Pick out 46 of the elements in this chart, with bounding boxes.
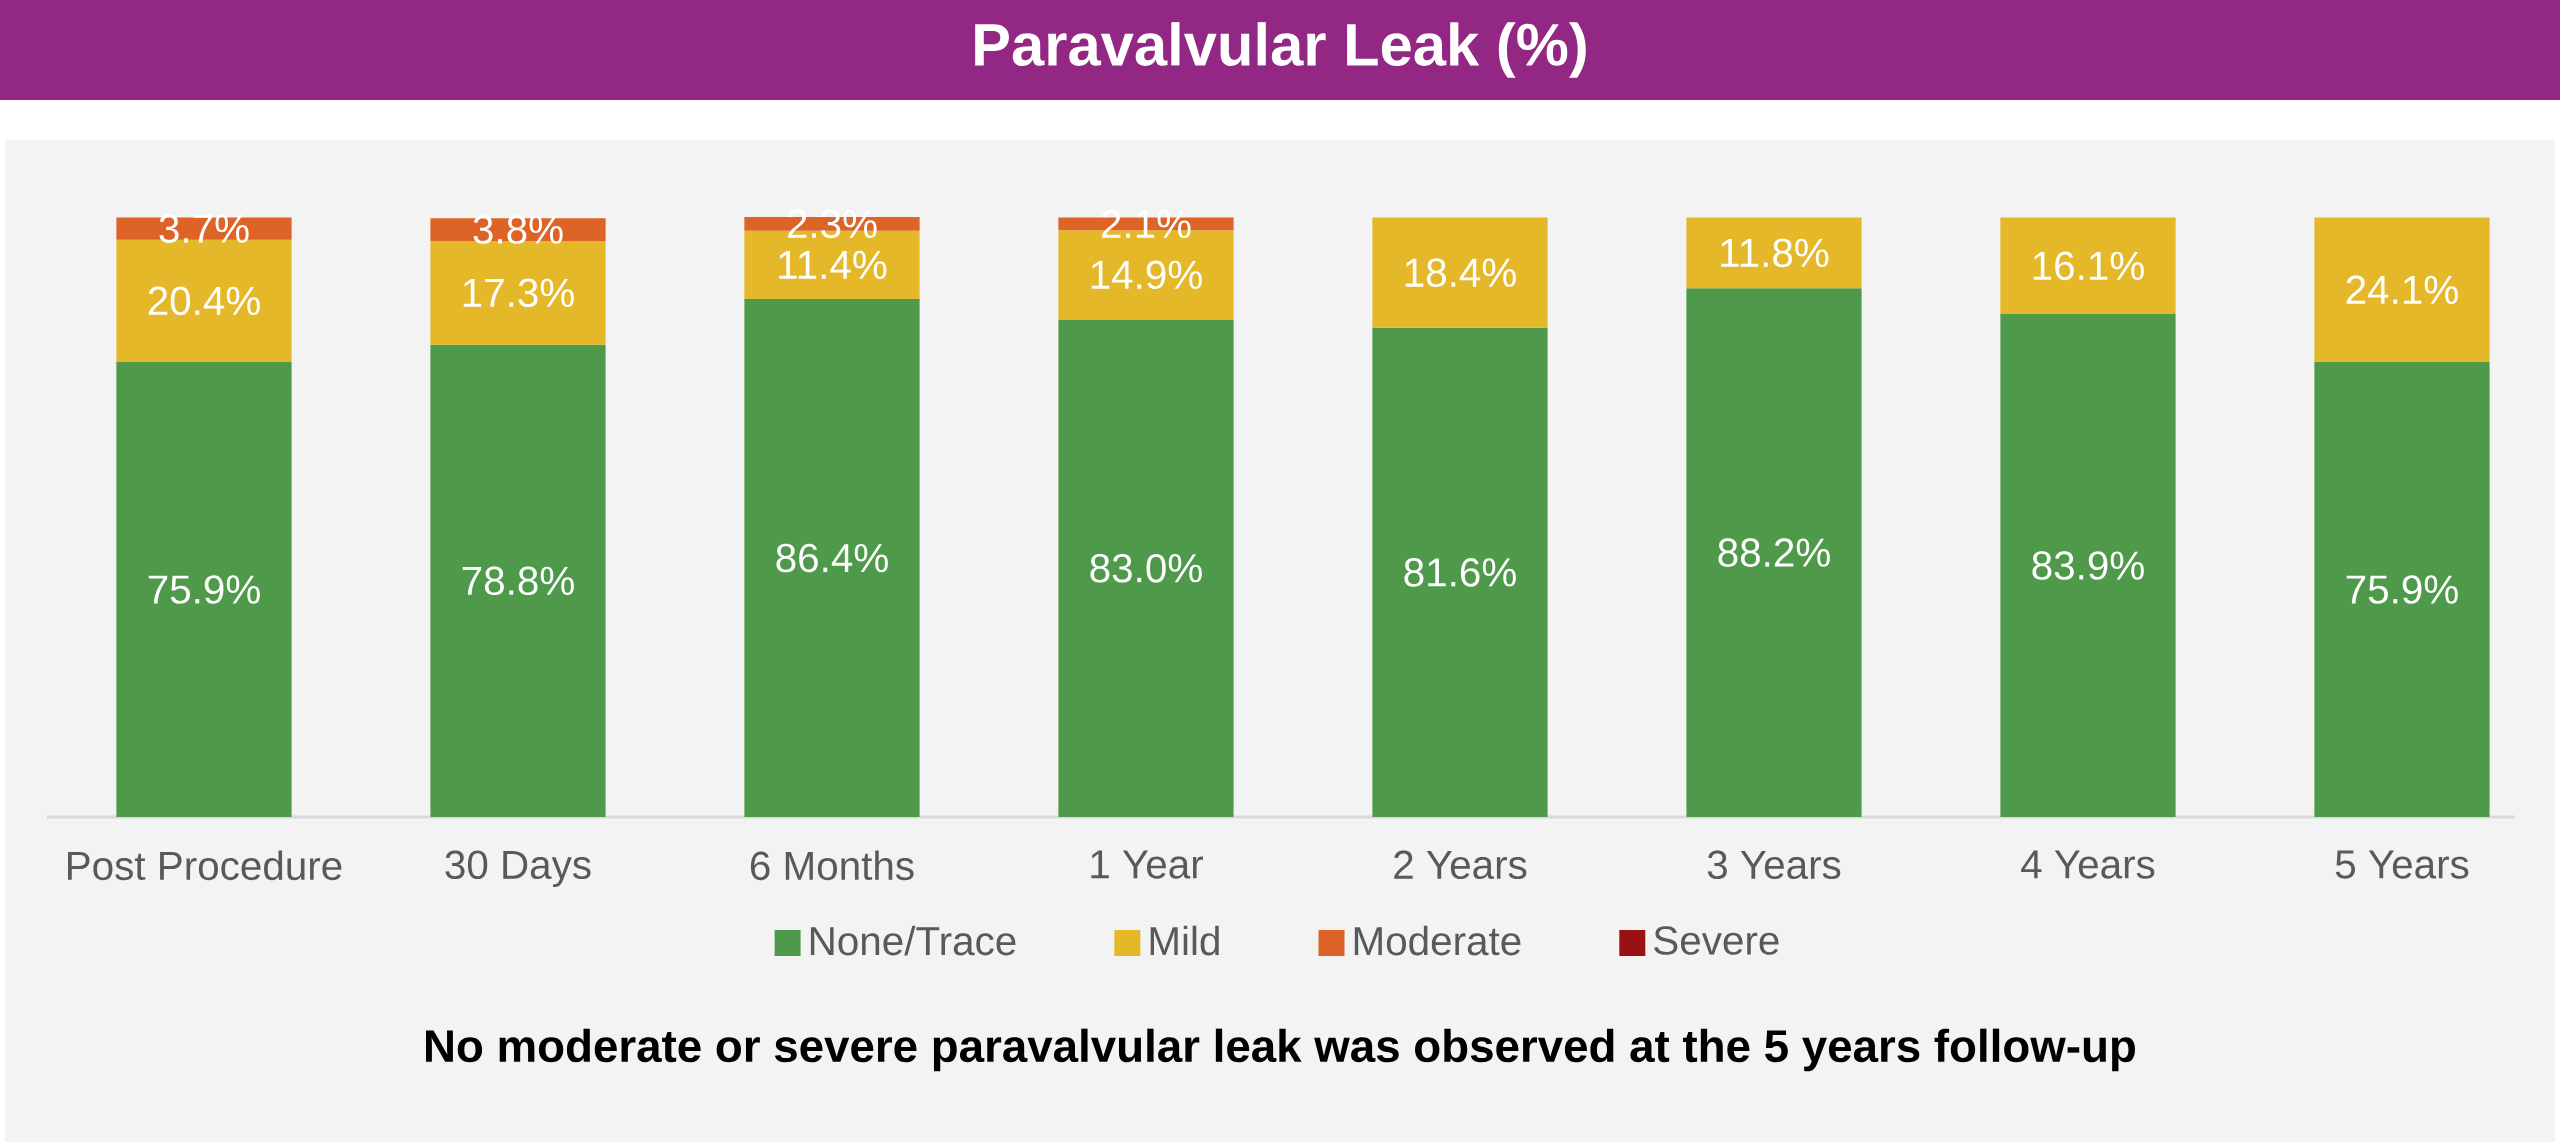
bar [1058, 319, 1234, 817]
x-tick-label: 3 Years [1707, 850, 1841, 880]
data-label: 75.9% [148, 575, 260, 604]
data-label: 2.3% [787, 209, 877, 239]
data-label: 75.9% [2346, 575, 2458, 604]
data-label: 3.7% [159, 214, 249, 243]
x-tick-label: 5 Years [2335, 850, 2469, 879]
data-label: 81.6% [1404, 558, 1516, 587]
bar [2000, 314, 2176, 817]
bar [2314, 217, 2490, 363]
bar [2314, 362, 2490, 817]
x-tick-label: 2 Years [1394, 850, 1527, 880]
data-label: 14.9% [1091, 260, 1202, 290]
data-label: 11.4% [779, 250, 887, 280]
data-label: 18.4% [1405, 258, 1516, 288]
text: No moderate or severe paravalvular leak was observed at the 5 years follow-up [426, 1028, 2135, 1072]
legend-label: Moderate [1354, 925, 1521, 956]
legend-label: None/Trace [810, 925, 1016, 956]
bar [1686, 288, 1862, 817]
legend-label: Mild [1150, 925, 1219, 956]
bar [430, 344, 606, 817]
data-label: 88.2% [1718, 538, 1830, 567]
data-label: 17.3% [463, 278, 574, 308]
data-label: 3.8% [473, 215, 563, 244]
data-label: 16.1% [2033, 251, 2144, 281]
x-tick-label: 1 Year [1091, 850, 1204, 879]
chart-title: Paravalvular Leak (%) [975, 22, 1586, 78]
x-tick-label: Post Procedure [68, 850, 342, 881]
data-label: 83.0% [1090, 553, 1202, 583]
data-label: 86.4% [776, 543, 888, 573]
bar [1686, 217, 1862, 289]
bar [744, 299, 920, 817]
data-label: 20.4% [148, 286, 260, 316]
data-label: 2.1% [1101, 209, 1191, 239]
data-label: 11.8% [1721, 238, 1829, 268]
x-tick-label: 6 Months [750, 850, 914, 881]
x-tick-label: 4 Years [2021, 850, 2155, 879]
legend-label: Severe [1654, 926, 1779, 955]
data-label: 78.8% [462, 566, 574, 596]
bar [1372, 217, 1548, 328]
data-label: 83.9% [2032, 551, 2144, 580]
bar [1372, 327, 1548, 817]
data-label: 24.1% [2346, 275, 2458, 305]
bar [2000, 217, 2176, 315]
x-tick-label: 30 Days [445, 850, 591, 888]
bar [116, 362, 292, 817]
